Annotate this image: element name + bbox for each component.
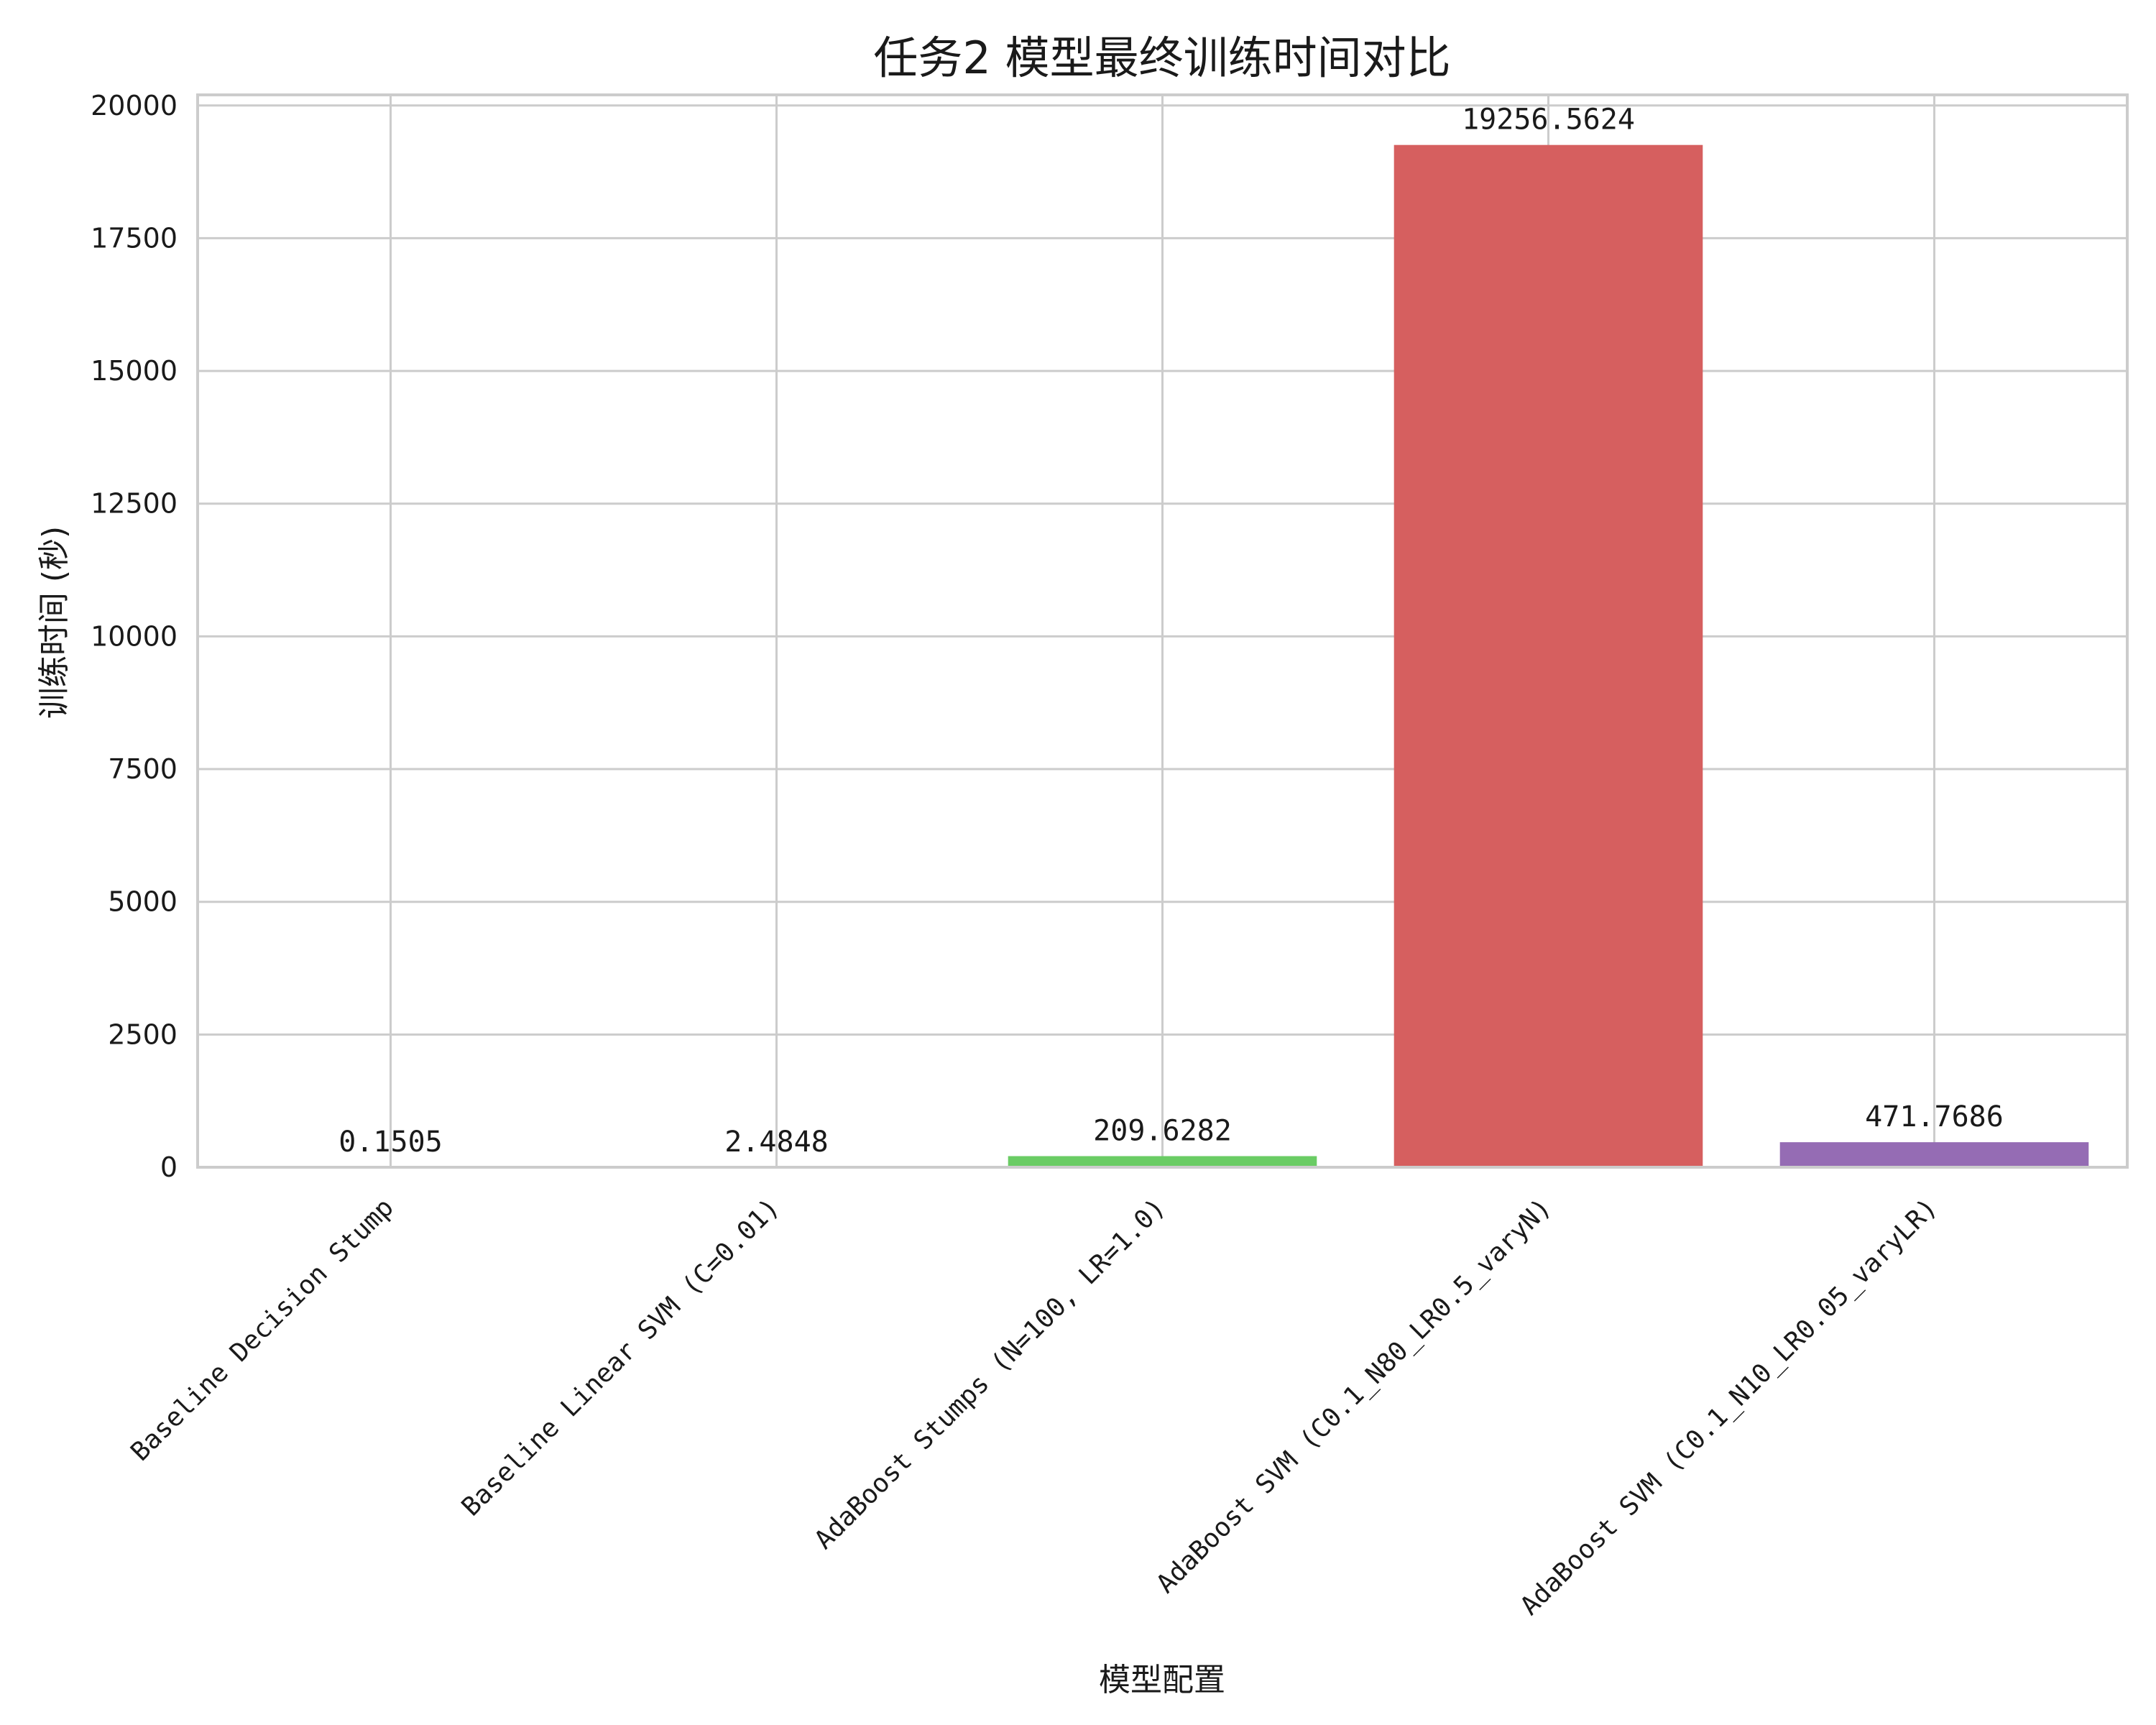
x-axis-label: 模型配置 xyxy=(1099,1662,1225,1698)
plot-frame xyxy=(196,93,2129,1169)
bar xyxy=(1393,144,1703,1168)
y-tick-label: 0 xyxy=(160,1151,178,1183)
bar-value-label: 209.6282 xyxy=(1093,1115,1232,1148)
bar-value-label: 19256.5624 xyxy=(1462,104,1635,137)
y-tick-label: 17500 xyxy=(91,222,178,254)
y-tick-label: 7500 xyxy=(108,753,178,785)
y-tick-label: 10000 xyxy=(91,620,178,652)
bar-value-label: 0.1505 xyxy=(338,1126,443,1159)
bar xyxy=(1779,1142,2089,1167)
y-axis-label: 训练时间 (秒) xyxy=(36,526,73,719)
data-labels: 0.1505 2.4848 209.6282 19256.5624 471.7686 xyxy=(338,104,2004,1159)
y-tick-label: 15000 xyxy=(91,355,178,387)
bar xyxy=(1008,1156,1317,1167)
bar-value-label: 471.7686 xyxy=(1865,1100,2004,1133)
bars-layer xyxy=(236,144,2089,1168)
y-tick-label: 2500 xyxy=(108,1018,178,1050)
chart-title: 任务2 模型最终训练时间对比 xyxy=(873,32,1450,84)
bar-value-label: 2.4848 xyxy=(724,1126,829,1159)
y-tick-label: 12500 xyxy=(91,488,178,520)
y-tick-labels: 0 2500 5000 7500 10000 12500 15000 17500 20000 xyxy=(91,90,178,1183)
y-tick-label: 20000 xyxy=(91,90,178,121)
y-tick-label: 5000 xyxy=(108,886,178,918)
